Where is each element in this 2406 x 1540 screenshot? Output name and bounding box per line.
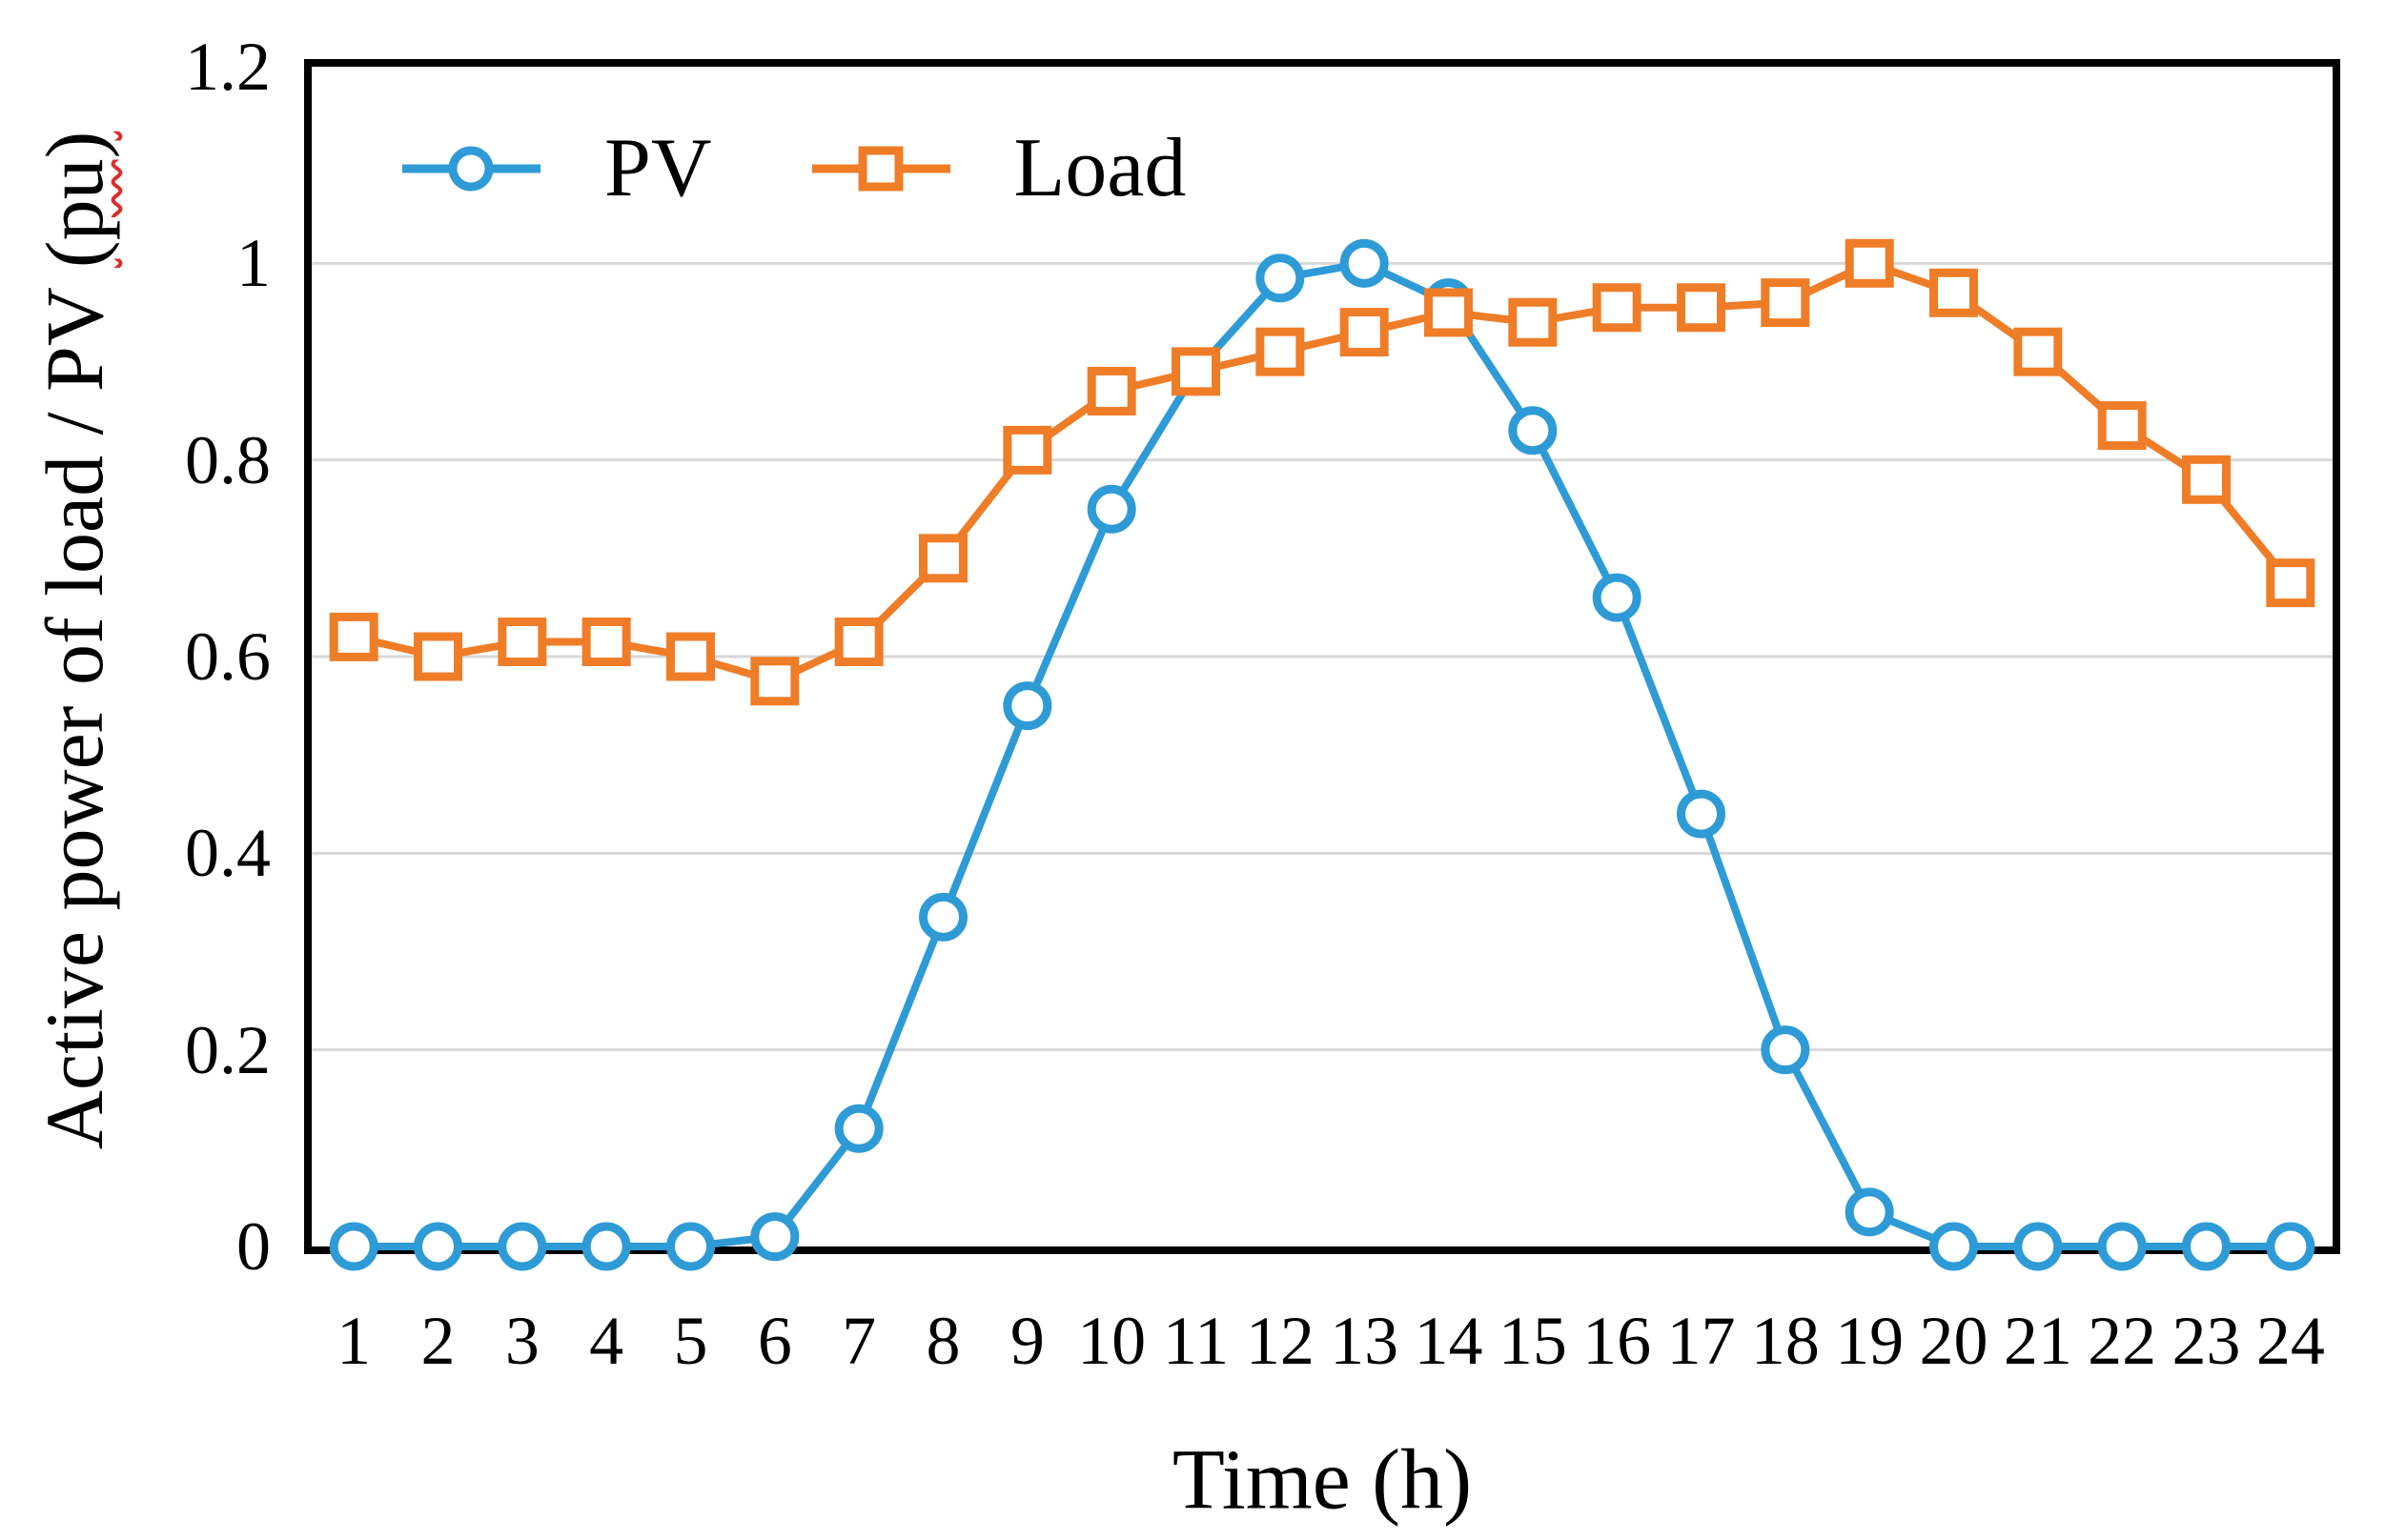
load-marker-h4 (581, 618, 631, 667)
x-tick-label-10: 10 (1077, 1303, 1147, 1379)
y-tick-label-0: 0 (236, 1208, 271, 1285)
pv-marker-h16 (1592, 573, 1641, 622)
x-tick-label-7: 7 (842, 1303, 877, 1379)
load-marker-h5 (666, 632, 715, 681)
pv-marker-h4 (581, 1222, 631, 1271)
y-tick-label-0.4: 0.4 (185, 815, 271, 892)
x-axis-title: Time (h) (1172, 1432, 1473, 1528)
pv-marker-h17 (1677, 789, 1725, 839)
load-line (353, 259, 2294, 685)
legend-item-load: Load (807, 122, 1187, 214)
load-marker-h7 (834, 618, 884, 667)
pv-line (354, 259, 2291, 1250)
pv-legend-marker (448, 146, 494, 192)
y-tick-label-0.8: 0.8 (185, 421, 271, 498)
x-tick-label-13: 13 (1330, 1303, 1399, 1379)
pv-marker-h24 (2266, 1222, 2315, 1271)
pv-marker-h18 (1761, 1025, 1810, 1075)
load-marker-h17 (1677, 283, 1725, 333)
pv-marker-h10 (1087, 484, 1136, 534)
legend: PV Load (398, 122, 1187, 214)
load-marker-h23 (2182, 455, 2231, 504)
x-tick-label-20: 20 (1919, 1303, 1988, 1379)
load-marker-h16 (1592, 283, 1641, 333)
load-marker-h1 (329, 612, 378, 661)
pv-marker-h2 (414, 1222, 462, 1271)
x-tick-label-1: 1 (336, 1303, 372, 1379)
load-marker-h10 (1087, 366, 1136, 415)
x-tick-label-21: 21 (2003, 1303, 2072, 1379)
load-marker-h12 (1255, 327, 1305, 376)
load-marker-h3 (498, 618, 547, 667)
pv-marker-h20 (1929, 1222, 1978, 1271)
pv-marker-h23 (2182, 1222, 2231, 1271)
x-tick-label-22: 22 (2088, 1303, 2157, 1379)
load-marker-h9 (1003, 425, 1052, 475)
pv-marker-h15 (1508, 406, 1558, 456)
legend-label-load: Load (1013, 122, 1187, 214)
load-marker-h6 (750, 657, 800, 706)
pv-legend-marker-icon (402, 146, 540, 192)
load-marker-h2 (414, 632, 462, 681)
load-legend-marker-icon (811, 146, 950, 192)
pv-marker-h21 (2013, 1222, 2063, 1271)
x-tick-label-19: 19 (1835, 1303, 1905, 1379)
pv-marker-h7 (834, 1104, 884, 1153)
pv-marker-h1 (329, 1222, 378, 1271)
load-marker-h21 (2013, 327, 2063, 376)
load-marker-h11 (1172, 347, 1220, 396)
load-marker-h14 (1424, 288, 1473, 337)
legend-label-pv: PV (604, 122, 712, 214)
plot-area: PV Load (304, 59, 2340, 1271)
pv-marker-h6 (750, 1212, 800, 1262)
x-tick-label-24: 24 (2255, 1303, 2325, 1379)
pv-marker-h5 (666, 1222, 715, 1271)
x-tick-label-16: 16 (1582, 1303, 1652, 1379)
y-tick-label-1.2: 1.2 (185, 29, 271, 105)
pv-marker-h8 (919, 892, 968, 942)
pv-marker-h13 (1339, 238, 1389, 288)
x-tick-label-17: 17 (1666, 1303, 1736, 1379)
load-marker-h22 (2097, 401, 2147, 451)
pv-marker-h12 (1255, 253, 1305, 303)
x-tick-label-5: 5 (673, 1303, 708, 1379)
pv-marker-h9 (1003, 681, 1052, 731)
load-marker-h20 (1929, 268, 1978, 317)
x-tick-label-3: 3 (504, 1303, 540, 1379)
y-tick-label-0.2: 0.2 (185, 1011, 271, 1088)
x-tick-label-4: 4 (589, 1303, 624, 1379)
pv-marker-h19 (1845, 1187, 1894, 1237)
y-tick-label-1: 1 (236, 225, 271, 302)
plot-canvas (312, 238, 2333, 1271)
pv-marker-h22 (2097, 1222, 2147, 1271)
x-tick-label-2: 2 (420, 1303, 456, 1379)
load-marker-h13 (1339, 308, 1389, 357)
x-tick-label-23: 23 (2172, 1303, 2241, 1379)
load-marker-h19 (1845, 238, 1894, 288)
x-tick-label-15: 15 (1498, 1303, 1567, 1379)
y-tick-label-0.6: 0.6 (185, 618, 271, 695)
load-marker-h18 (1761, 278, 1810, 328)
x-tick-label-8: 8 (926, 1303, 961, 1379)
x-tick-label-12: 12 (1245, 1303, 1315, 1379)
load-legend-marker (858, 146, 903, 192)
x-tick-label-9: 9 (1009, 1303, 1045, 1379)
x-tick-label-14: 14 (1414, 1303, 1483, 1379)
load-marker-h24 (2266, 558, 2315, 608)
x-tick-label-18: 18 (1750, 1303, 1820, 1379)
legend-item-pv: PV (398, 122, 712, 214)
pv-marker-h3 (498, 1222, 547, 1271)
x-tick-label-11: 11 (1162, 1303, 1230, 1379)
load-marker-h8 (919, 534, 968, 583)
x-tick-label-6: 6 (757, 1303, 792, 1379)
load-marker-h15 (1508, 297, 1558, 347)
